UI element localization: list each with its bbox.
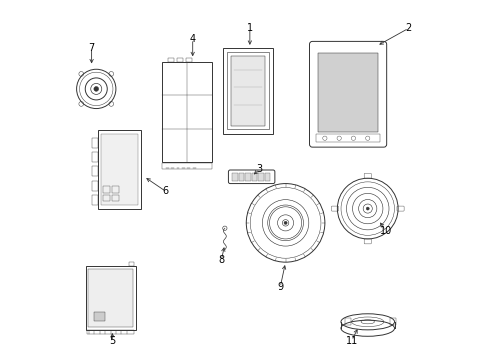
Bar (98, 130, 141, 208)
Bar (176, 58, 183, 62)
Text: 9: 9 (277, 282, 283, 292)
Bar (162, 62, 212, 162)
Text: 6: 6 (163, 186, 169, 197)
Bar (230, 56, 264, 126)
Circle shape (366, 207, 368, 210)
Bar (231, 173, 237, 181)
Circle shape (284, 221, 286, 224)
Bar (94, 312, 105, 321)
Text: 5: 5 (109, 337, 115, 346)
Bar (251, 173, 257, 181)
Bar (103, 195, 110, 202)
Bar (87, 330, 134, 334)
Text: 1: 1 (246, 23, 252, 33)
Bar (129, 262, 134, 266)
Bar (112, 186, 119, 193)
Bar (389, 318, 395, 325)
Text: 10: 10 (379, 226, 391, 236)
Bar (91, 166, 98, 176)
Text: 8: 8 (218, 255, 224, 265)
Circle shape (94, 86, 99, 91)
Text: 3: 3 (256, 164, 262, 174)
Bar (258, 173, 263, 181)
Bar (91, 195, 98, 205)
Text: 2: 2 (405, 23, 411, 33)
Bar (88, 269, 132, 327)
Text: 7: 7 (88, 43, 95, 53)
Text: 4: 4 (189, 34, 195, 44)
Bar (91, 152, 98, 162)
Bar (227, 52, 268, 129)
Bar (244, 173, 250, 181)
Bar (91, 181, 98, 191)
Bar (85, 266, 135, 330)
Bar (101, 134, 138, 205)
Bar (185, 58, 192, 62)
Bar (223, 48, 272, 134)
Bar (103, 186, 110, 193)
Bar (264, 173, 270, 181)
Bar (317, 53, 378, 132)
Text: 11: 11 (345, 336, 357, 346)
Bar (91, 138, 98, 148)
Bar (345, 318, 350, 325)
Bar (315, 134, 380, 143)
Bar (238, 173, 244, 181)
Bar (112, 195, 119, 202)
Bar (162, 163, 212, 169)
Bar (167, 58, 174, 62)
